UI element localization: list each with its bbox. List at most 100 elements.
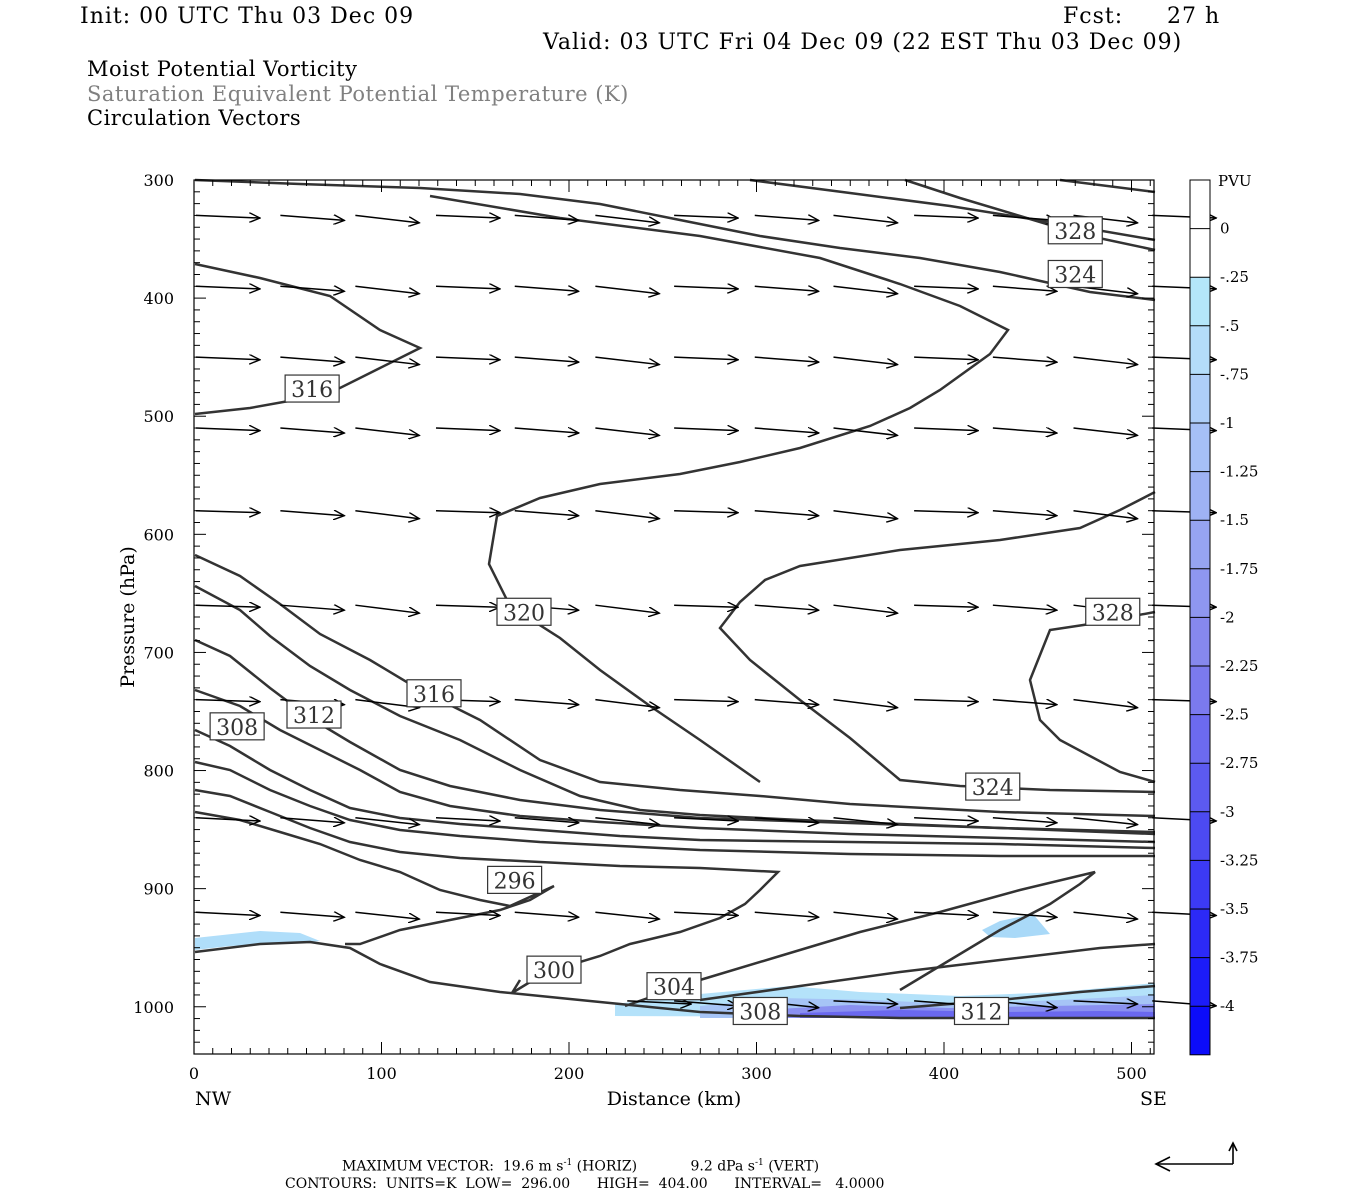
circulation-vector	[435, 357, 500, 360]
colorbar-level-label: -.75	[1220, 365, 1249, 383]
contour-label: 308	[209, 712, 265, 741]
contour-324-top	[904, 178, 1156, 252]
contour-label: 316	[284, 374, 340, 403]
circulation-vector	[195, 286, 260, 289]
y-tick-label: 500	[143, 407, 174, 426]
contour-label-box	[1047, 216, 1103, 245]
circulation-vector	[754, 357, 819, 362]
circulation-vector	[595, 817, 659, 825]
contour-labels: 328 324 316 320 328 316 312 308 324 296 300 304 308 3…	[209, 216, 1141, 1025]
x-tick-label: 100	[366, 1064, 397, 1083]
circulation-vector	[355, 509, 419, 519]
circulation-vector	[1073, 427, 1138, 435]
contour-label-text: 312	[961, 1000, 1003, 1025]
colorbar-swatch	[1190, 520, 1210, 569]
contour-label-text: 324	[972, 776, 1014, 801]
contour-label-text: 328	[1054, 220, 1096, 245]
exp-horiz: -1	[563, 1158, 573, 1168]
circulation-vector	[435, 605, 500, 607]
circulation-vector	[435, 818, 500, 821]
colorbar-swatch	[1190, 617, 1210, 666]
contour-label-text: 304	[653, 976, 695, 1001]
colorbar-level-label: -.5	[1220, 317, 1239, 335]
colorbar-swatch	[1190, 423, 1210, 472]
circulation-vectors	[195, 214, 1216, 1007]
circulation-vector	[195, 428, 260, 431]
circulation-vector	[754, 215, 819, 220]
circulation-vector	[280, 286, 344, 291]
contour-label-text: 308	[739, 1000, 781, 1025]
colorbar-swatch	[1190, 666, 1210, 715]
circulation-vector	[280, 511, 344, 516]
contour-label: 328	[1085, 597, 1141, 626]
y-tick-label: 800	[143, 762, 174, 781]
max-vector-vert-unit: (VERT)	[768, 1158, 820, 1175]
circulation-vector	[914, 511, 978, 513]
circulation-vector	[833, 285, 898, 293]
circulation-vector	[514, 511, 579, 516]
circulation-vector	[514, 818, 579, 823]
circulation-vector	[514, 286, 579, 291]
circulation-vector	[280, 357, 344, 362]
contour-label-box	[526, 955, 582, 984]
circulation-vector	[674, 511, 738, 513]
contour-316-mid	[194, 553, 1156, 818]
circulation-vector	[833, 214, 898, 222]
y-tick-label: 400	[143, 289, 174, 308]
circulation-vector	[754, 428, 819, 433]
circulation-vector	[435, 428, 500, 431]
circulation-vector	[195, 605, 260, 607]
y-tick-label: 600	[143, 525, 174, 544]
circulation-vector	[1073, 911, 1138, 919]
circulation-vector	[674, 1001, 738, 1006]
circulation-vector	[914, 818, 978, 821]
contour-label: 324	[965, 772, 1021, 801]
colorbar-level-label: -2.75	[1220, 754, 1258, 772]
circulation-vector	[595, 214, 659, 222]
contour-label-text: 316	[291, 378, 333, 403]
colorbar-level-label: -1.25	[1220, 463, 1258, 481]
circulation-vector	[280, 912, 344, 917]
colorbar-swatch	[1190, 180, 1210, 229]
colorbar-level-label: -1	[1220, 414, 1235, 432]
contour-label-text: 300	[533, 959, 575, 984]
colorbar-level-label: -2.5	[1220, 706, 1249, 724]
circulation-vector	[914, 357, 978, 360]
forecast-hours: 27 h	[1167, 4, 1221, 29]
circulation-vector	[627, 1001, 691, 1004]
circulation-vector	[280, 818, 344, 823]
circulation-vector	[674, 818, 738, 821]
circulation-vector	[514, 357, 579, 362]
circulation-vector	[833, 911, 898, 919]
colorbar-swatch	[1190, 860, 1210, 909]
contour-label: 316	[406, 679, 462, 708]
contour-296	[194, 760, 1155, 858]
colorbar-swatch	[1190, 374, 1210, 423]
exp-vert: -1	[754, 1158, 764, 1168]
circulation-vector	[195, 511, 260, 513]
colorbar-swatch	[1190, 714, 1210, 764]
circulation-vector	[195, 818, 260, 821]
contour-label-box	[1085, 597, 1141, 626]
circulation-vector	[355, 911, 419, 919]
contour-328-right	[1028, 610, 1156, 784]
reference-vector	[1154, 1141, 1238, 1172]
circulation-vector	[833, 1001, 898, 1004]
circulation-vector	[355, 817, 419, 825]
colorbar-level-label: -3.75	[1220, 949, 1258, 967]
x-axis: 0 100 200 300 400 500	[189, 180, 1151, 1083]
circulation-vector	[355, 285, 419, 293]
circulation-vector	[674, 286, 738, 289]
colorbar-level-label: -3	[1220, 803, 1235, 821]
contour-300-low	[194, 940, 1155, 1020]
pv-patch-nw	[195, 931, 320, 950]
circulation-vector	[992, 912, 1057, 917]
max-vector-label: MAXIMUM VECTOR:	[342, 1158, 494, 1175]
colorbar-swatch	[1190, 763, 1210, 812]
pv-colorbar: 0 -.25 -.5 -.75 -1 -1.25 -1.5 -1.75 -2 -2.25 -2.5 -…	[1189, 179, 1258, 1056]
y-tick-label: 300	[143, 171, 174, 190]
colorbar-swatch	[1190, 228, 1210, 278]
contour-topright-corner	[1059, 178, 1156, 194]
contour-label-box	[286, 700, 342, 729]
